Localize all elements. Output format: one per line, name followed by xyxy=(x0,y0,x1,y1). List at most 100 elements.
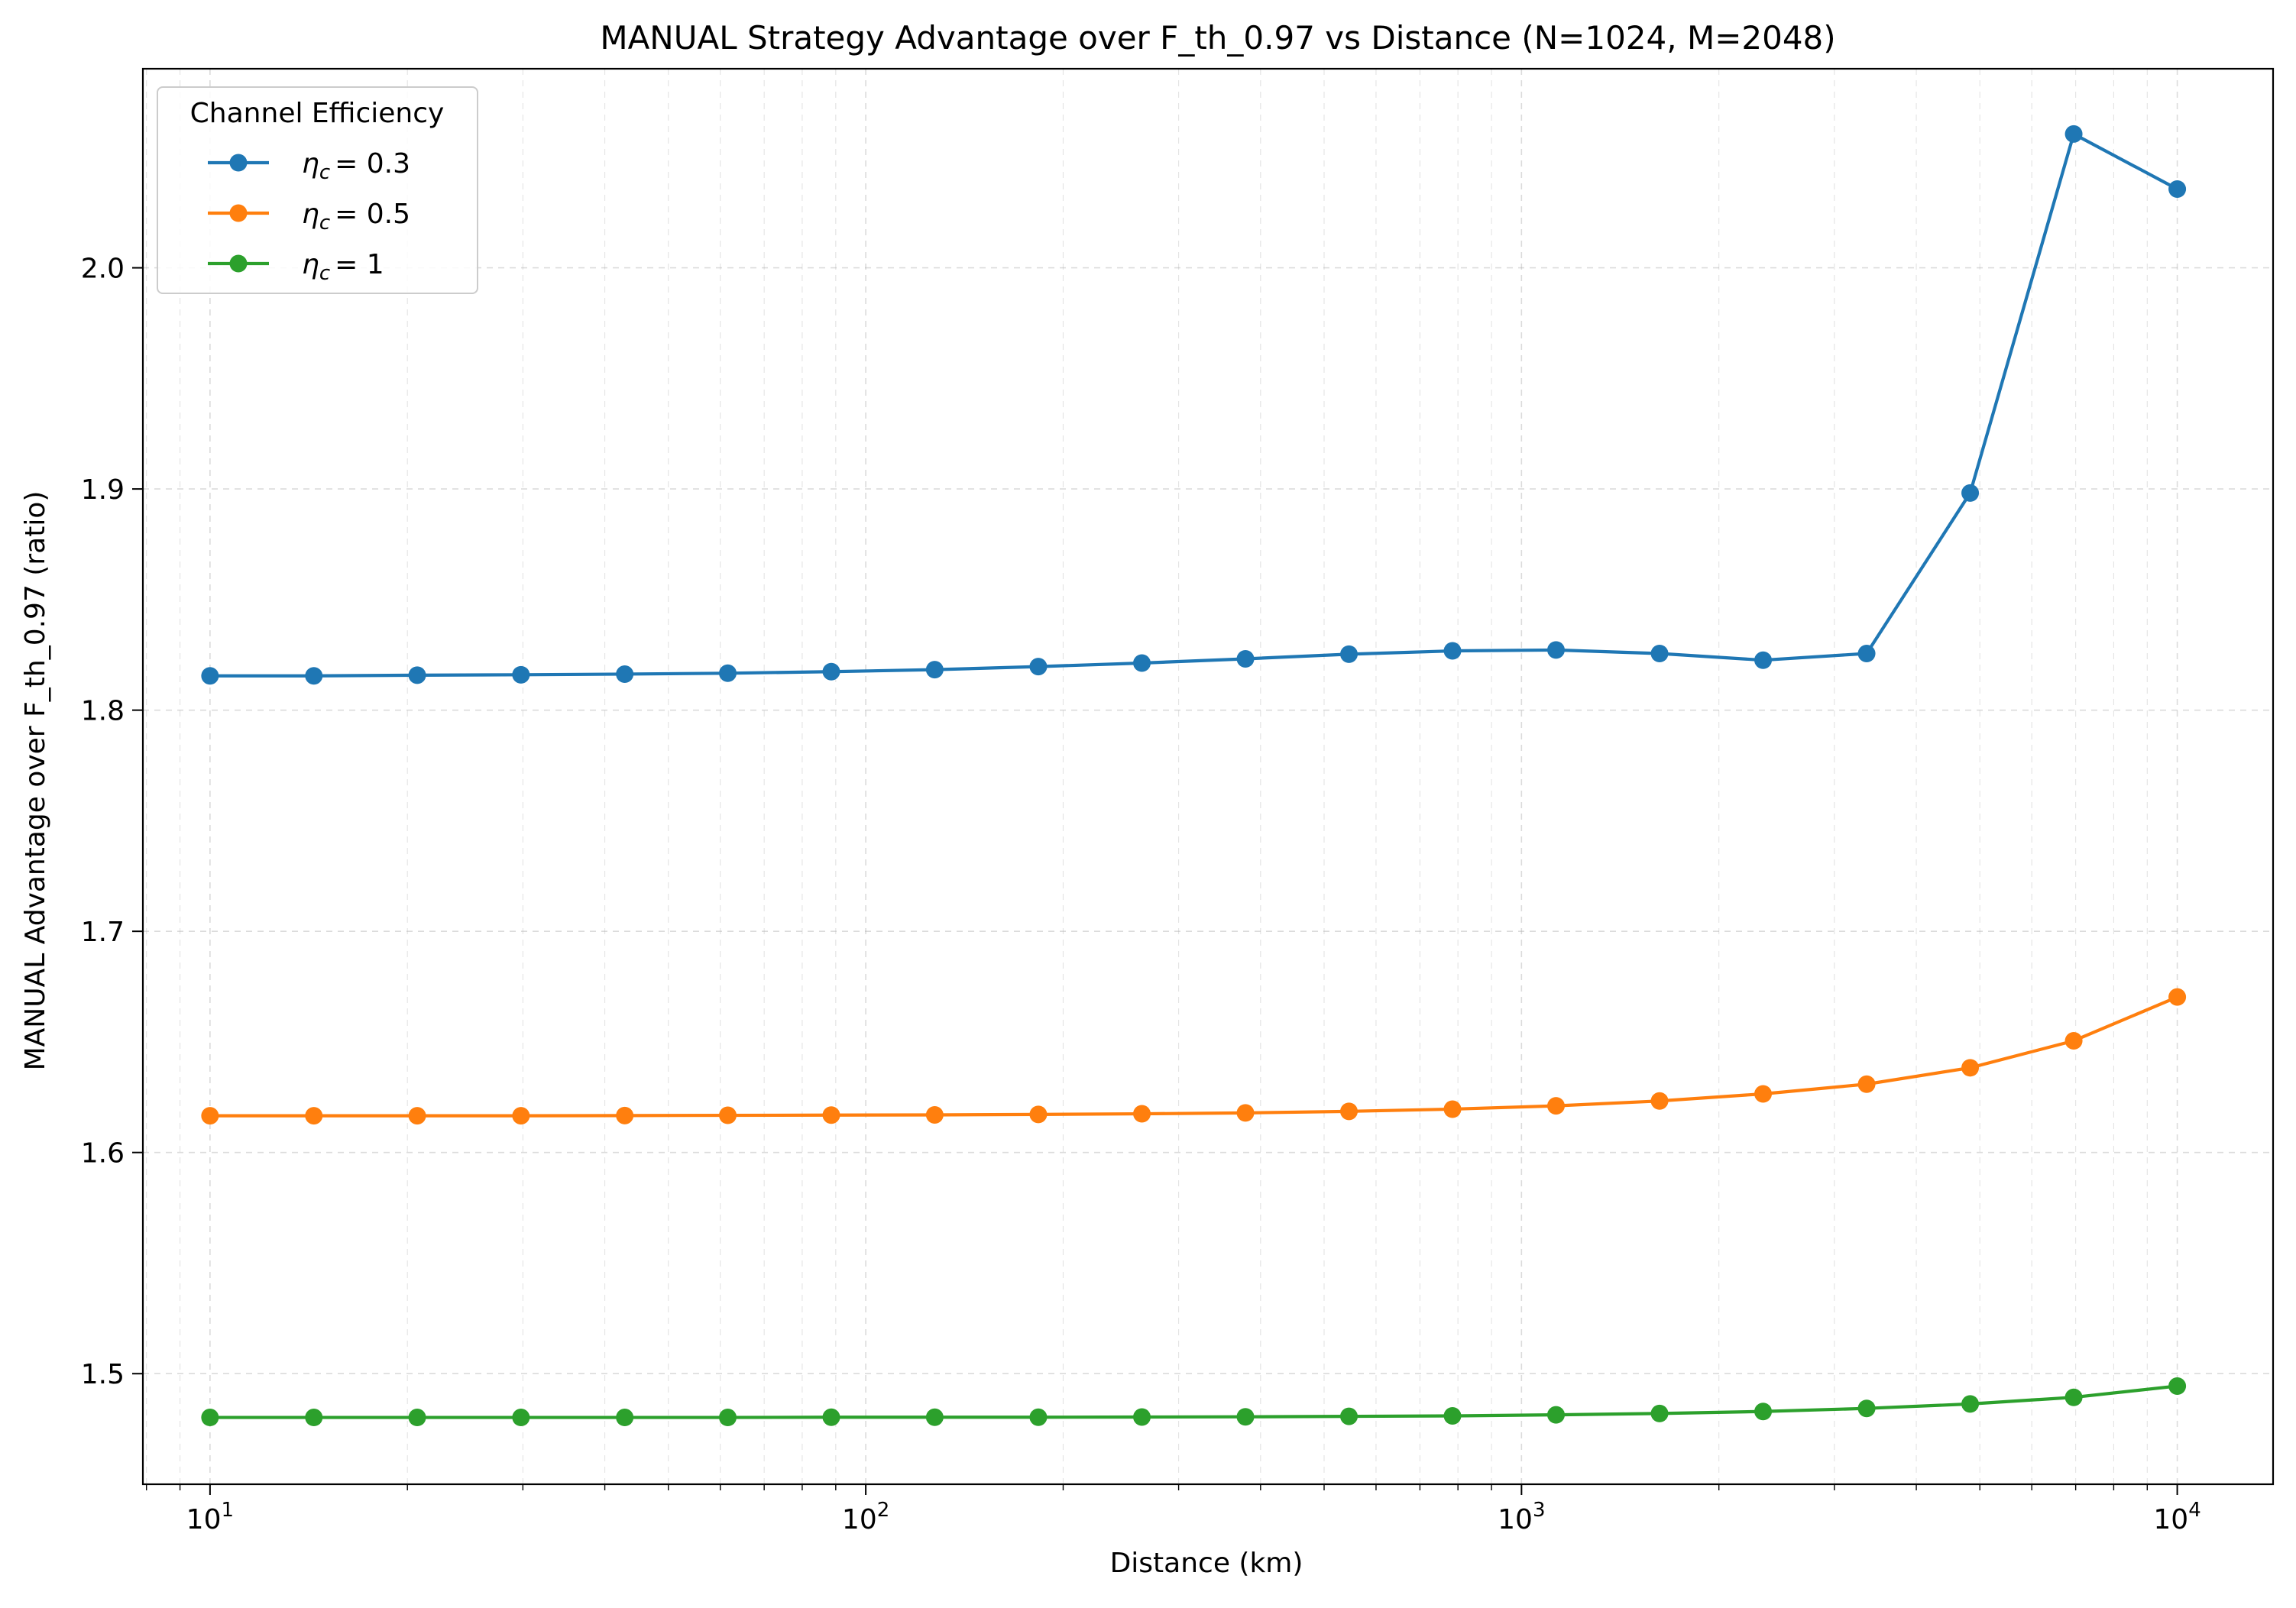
data-point xyxy=(1754,1403,1773,1421)
legend-label-subscript: c xyxy=(319,262,330,285)
data-point xyxy=(822,662,840,681)
plot-frame xyxy=(141,67,2275,1486)
data-point xyxy=(925,1105,944,1124)
data-point xyxy=(616,1106,634,1124)
x-axis-label: Distance (km) xyxy=(1110,1548,1303,1579)
x-tick-label: 101 xyxy=(186,1499,234,1535)
data-point xyxy=(1133,654,1151,672)
data-point xyxy=(1443,1407,1462,1425)
data-point xyxy=(2168,988,2187,1006)
data-point xyxy=(305,1409,323,1427)
data-point xyxy=(719,1409,737,1427)
legend-box xyxy=(157,86,478,294)
x-tick-label: 102 xyxy=(842,1499,889,1535)
data-point xyxy=(925,661,944,679)
data-point xyxy=(1029,658,1048,676)
legend-marker xyxy=(229,204,248,222)
data-point xyxy=(1236,1104,1255,1122)
y-tick-label: 1.8 xyxy=(81,696,125,727)
data-point xyxy=(1857,645,1876,663)
data-point xyxy=(201,1107,219,1125)
data-point xyxy=(1340,1102,1358,1121)
x-tick-label: 103 xyxy=(1498,1499,1545,1535)
data-point xyxy=(925,1408,944,1426)
legend-title: Channel Efficiency xyxy=(190,98,445,129)
series-line xyxy=(209,1384,2178,1419)
data-point xyxy=(201,667,219,685)
x-tick-label-exponent: 4 xyxy=(2188,1499,2201,1522)
legend: Channel Efficiency ηc = 0.3ηc = 0.5ηc = 1 xyxy=(157,86,478,294)
y-tick-label: 1.5 xyxy=(81,1359,125,1390)
data-point xyxy=(1236,1408,1255,1426)
data-point xyxy=(201,1409,219,1427)
data-point xyxy=(822,1106,840,1124)
x-tick-label: 104 xyxy=(2153,1499,2200,1535)
data-point xyxy=(1133,1408,1151,1426)
data-point xyxy=(1340,645,1358,663)
data-point xyxy=(1961,1059,1980,1077)
data-point xyxy=(408,666,426,684)
legend-label-value: = 0.3 xyxy=(335,148,410,180)
data-point xyxy=(408,1107,426,1125)
x-tick-label-base: 10 xyxy=(186,1504,222,1535)
data-point xyxy=(822,1408,840,1426)
data-point xyxy=(1133,1105,1151,1123)
x-tick-label-exponent: 3 xyxy=(1533,1499,1546,1522)
series-line xyxy=(209,132,2178,678)
data-point xyxy=(512,665,530,684)
data-point xyxy=(1547,1406,1566,1424)
legend-label: ηc = 0.3 xyxy=(302,148,410,184)
series-line xyxy=(209,995,2178,1118)
y-tick-label: 1.7 xyxy=(81,917,125,948)
data-point xyxy=(1236,649,1255,668)
series-group xyxy=(201,988,2187,1125)
x-tick-label-exponent: 2 xyxy=(877,1499,890,1522)
legend-item: ηc = 0.5 xyxy=(208,199,410,235)
data-point xyxy=(1029,1408,1048,1426)
legend-label-subscript: c xyxy=(319,161,330,184)
data-point xyxy=(719,664,737,682)
data-point xyxy=(305,1107,323,1125)
y-tick-label: 1.6 xyxy=(81,1138,125,1170)
legend-label: ηc = 1 xyxy=(302,249,384,285)
data-point xyxy=(1443,1100,1462,1118)
data-point xyxy=(1650,1404,1669,1422)
data-point xyxy=(1029,1105,1048,1124)
data-point xyxy=(616,665,634,683)
y-tick-label: 2.0 xyxy=(81,254,125,285)
x-tick-label-base: 10 xyxy=(2153,1504,2188,1535)
data-point xyxy=(1650,1092,1669,1110)
data-point xyxy=(1650,645,1669,663)
x-tick-label-base: 10 xyxy=(842,1504,877,1535)
data-point xyxy=(1443,642,1462,660)
legend-marker xyxy=(229,154,248,172)
data-point xyxy=(512,1409,530,1427)
legend-label-value: = 1 xyxy=(335,249,384,280)
data-point xyxy=(1340,1407,1358,1425)
data-point xyxy=(1857,1399,1876,1418)
legend-item: ηc = 0.3 xyxy=(208,148,410,184)
data-point xyxy=(2168,180,2187,199)
data-point xyxy=(1547,641,1566,659)
data-point xyxy=(719,1106,737,1124)
data-point xyxy=(2064,1031,2083,1050)
legend-label-symbol: η xyxy=(302,249,319,280)
data-point xyxy=(616,1409,634,1427)
legend-label-value: = 0.5 xyxy=(335,199,410,230)
legend-label-symbol: η xyxy=(302,199,319,230)
data-point xyxy=(2064,1388,2083,1406)
legend-label-symbol: η xyxy=(302,148,319,180)
legend-item: ηc = 1 xyxy=(208,249,384,285)
y-tick-label: 1.9 xyxy=(81,474,125,506)
data-point xyxy=(2168,1377,2187,1395)
y-axis-label: MANUAL Advantage over F_th_0.97 (ratio) xyxy=(20,491,51,1071)
data-point xyxy=(1547,1097,1566,1115)
series-group xyxy=(201,125,2187,685)
data-point xyxy=(1961,1395,1980,1413)
series xyxy=(201,125,2187,1427)
legend-label: ηc = 0.5 xyxy=(302,199,410,235)
data-point xyxy=(1857,1075,1876,1093)
